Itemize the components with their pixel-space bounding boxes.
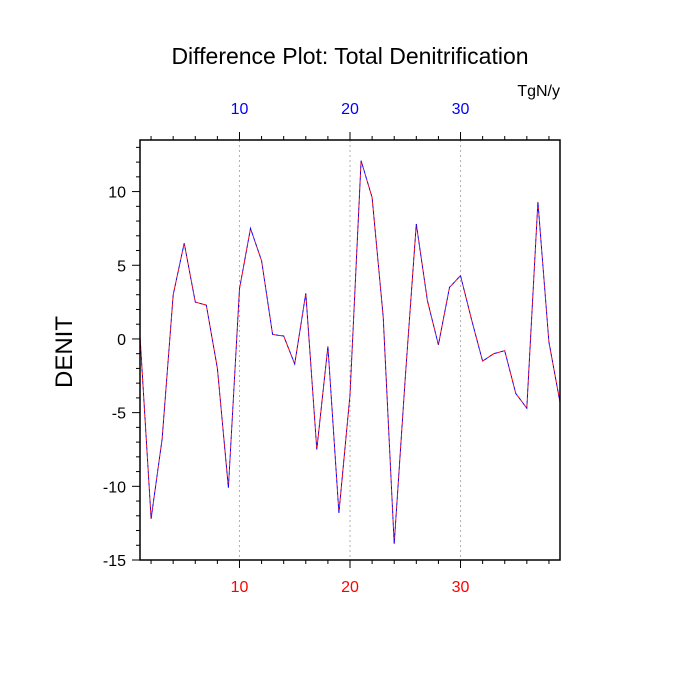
x-bottom-tick-label: 10 xyxy=(231,579,249,596)
y-tick-label: -10 xyxy=(103,479,126,496)
grid-layer xyxy=(238,140,462,560)
series-line-1 xyxy=(139,160,561,544)
y-tick-label: 5 xyxy=(117,258,126,275)
x-top-tick-label: 10 xyxy=(231,101,249,118)
y-axis-label: DENIT xyxy=(51,316,78,388)
units-label: TgN/y xyxy=(517,83,560,100)
y-tick-label: 0 xyxy=(117,332,126,349)
chart-title: Difference Plot: Total Denitrification xyxy=(171,43,528,69)
axis-layer: 10 5 0 -5 -10 -15 10 20 30 10 20 30 xyxy=(103,101,561,596)
x-bottom-tick-label: 20 xyxy=(341,579,359,596)
y-tick-label: -15 xyxy=(103,553,126,570)
y-tick-label: -5 xyxy=(112,406,126,423)
x-top-tick-label: 20 xyxy=(341,101,359,118)
series-line-2 xyxy=(139,160,561,544)
series-layer xyxy=(139,160,561,544)
y-tick-label: 10 xyxy=(108,185,126,202)
x-top-tick-label: 30 xyxy=(452,101,470,118)
x-bottom-tick-label: 30 xyxy=(452,579,470,596)
